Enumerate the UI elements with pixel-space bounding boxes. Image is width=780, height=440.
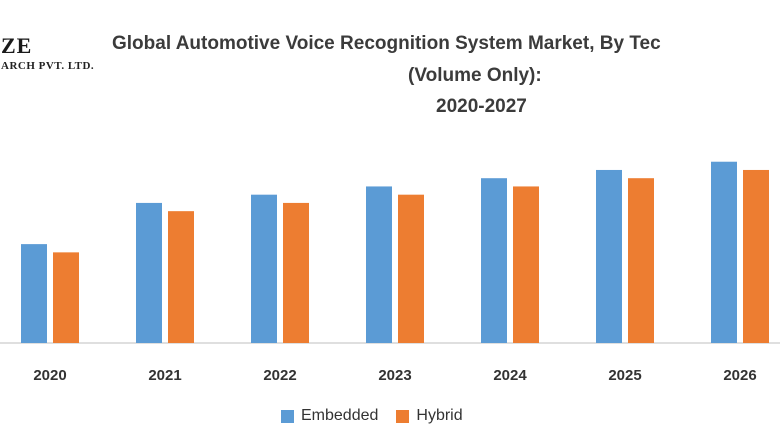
legend-label-embedded: Embedded xyxy=(301,407,379,424)
bar-embedded-2024 xyxy=(481,178,507,343)
bar-embedded-2022 xyxy=(251,194,277,343)
bar-hybrid-2020 xyxy=(53,252,79,343)
x-tick-2023: 2023 xyxy=(378,367,411,384)
bar-hybrid-2021 xyxy=(168,211,194,343)
legend-item-hybrid: Hybrid xyxy=(396,407,463,425)
bar-embedded-2023 xyxy=(366,186,392,343)
bar-embedded-2021 xyxy=(136,202,162,343)
x-tick-2024: 2024 xyxy=(493,367,527,384)
x-tick-2026: 2026 xyxy=(723,367,756,384)
chart-title-line-2: (Volume Only): xyxy=(408,65,542,86)
logo-name: ZE xyxy=(1,33,33,58)
chart-title-line-1: Global Automotive Voice Recognition Syst… xyxy=(112,33,661,54)
x-tick-2022: 2022 xyxy=(263,367,296,384)
bar-embedded-2025 xyxy=(596,169,622,343)
chart-title-line-3: 2020-2027 xyxy=(436,96,527,117)
bar-embedded-2026 xyxy=(711,161,737,343)
legend-swatch-hybrid xyxy=(396,409,410,423)
legend: Embedded Hybrid xyxy=(281,407,481,425)
x-tick-2021: 2021 xyxy=(148,367,181,384)
x-tick-2025: 2025 xyxy=(608,367,641,384)
x-tick-2020: 2020 xyxy=(33,367,66,384)
bar-hybrid-2022 xyxy=(283,202,309,343)
bar-hybrid-2024 xyxy=(513,186,539,343)
bar-hybrid-2025 xyxy=(628,178,654,343)
logo-tagline: ARCH PVT. LTD. xyxy=(1,60,95,72)
legend-label-hybrid: Hybrid xyxy=(416,407,463,424)
bars-group xyxy=(21,161,769,343)
x-tick-labels: 2020 2021 2022 2023 2024 2025 2026 xyxy=(33,367,756,384)
bar-hybrid-2026 xyxy=(743,169,769,343)
bar-hybrid-2023 xyxy=(398,194,424,343)
legend-swatch-embedded xyxy=(281,409,294,423)
bar-embedded-2020 xyxy=(21,244,47,343)
legend-item-embedded: Embedded xyxy=(281,407,378,425)
